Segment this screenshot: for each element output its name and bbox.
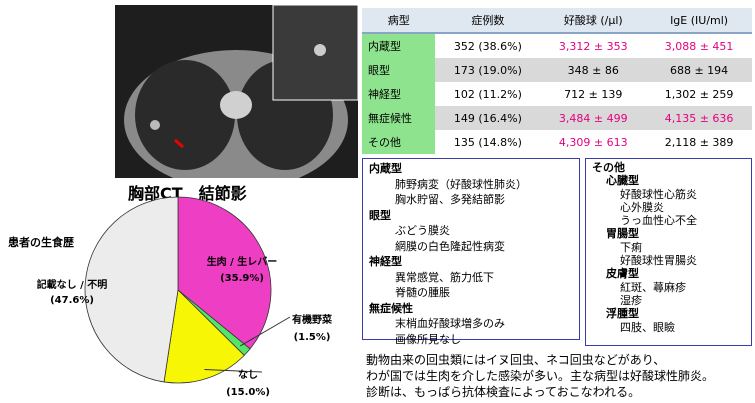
chart-title: 患者の生食歴 (8, 235, 74, 249)
group-item: 心外膜炎 (592, 201, 745, 214)
group-item: 湿疹 (592, 294, 745, 307)
table-cell: 内蔵型 (362, 33, 435, 58)
table-cell: 4,309 ± 613 (540, 130, 646, 154)
slice-value-label: (15.0%) (226, 387, 270, 398)
group-item: 肺野病変（好酸球性肺炎） (369, 177, 573, 193)
group-item: 好酸球性胃腸炎 (592, 254, 745, 267)
notes: 動物由来の回虫類にはイヌ回虫、ネコ回虫などがあり、わが国では生肉を介した感染が多… (366, 352, 714, 400)
table-cell: 眼型 (362, 58, 435, 82)
group-item: 網膜の白色隆起性病変 (369, 239, 573, 255)
table-cell: 3,312 ± 353 (540, 33, 646, 58)
group-heading: 皮膚型 (592, 267, 745, 280)
slice-label: なし (238, 369, 258, 381)
group-item: 好酸球性心筋炎 (592, 188, 745, 201)
header-cell: 好酸球 (/μl) (540, 8, 646, 33)
group-item: 末梢血好酸球増多のみ (369, 316, 573, 332)
table-cell: 4,135 ± 636 (646, 106, 752, 130)
group-item: 四肢、眼瞼 (592, 321, 745, 334)
ct-image (115, 5, 358, 178)
group-heading: 無症候性 (369, 301, 573, 317)
table-cell: 149 (16.4%) (435, 106, 540, 130)
table-cell: 無症候性 (362, 106, 435, 130)
table-cell: 712 ± 139 (540, 82, 646, 106)
box-heading: その他 (592, 161, 745, 174)
group-item: うっ血性心不全 (592, 214, 745, 227)
table-cell: 102 (11.2%) (435, 82, 540, 106)
table-cell: その他 (362, 130, 435, 154)
table-cell: 神経型 (362, 82, 435, 106)
slice-value-label: (35.9%) (220, 273, 264, 284)
table-cell: 3,088 ± 451 (646, 33, 752, 58)
table-cell: 3,484 ± 499 (540, 106, 646, 130)
group-heading: 胃腸型 (592, 227, 745, 240)
group-item: 胸水貯留、多発結節影 (369, 192, 573, 208)
group-heading: 神経型 (369, 254, 573, 270)
group-item: 紅斑、蕁麻疹 (592, 281, 745, 294)
group-item: 画像所見なし (369, 332, 573, 348)
note-line: 診断は、もっぱら抗体検査によっておこなわれる。 (366, 384, 714, 400)
box-types: 内蔵型肺野病変（好酸球性肺炎）胸水貯留、多発結節影眼型ぶどう膜炎網膜の白色隆起性… (362, 158, 580, 340)
group-item: 下痢 (592, 241, 745, 254)
table-cell: 688 ± 194 (646, 58, 752, 82)
header-cell: 病型 (362, 8, 435, 33)
group-heading: 内蔵型 (369, 161, 573, 177)
table-cell: 173 (19.0%) (435, 58, 540, 82)
table-cell: 1,302 ± 259 (646, 82, 752, 106)
box-others: その他心臓型好酸球性心筋炎心外膜炎うっ血性心不全胃腸型下痢好酸球性胃腸炎皮膚型紅… (585, 158, 752, 346)
table-cell: 2,118 ± 389 (646, 130, 752, 154)
group-heading: 浮腫型 (592, 307, 745, 320)
header-cell: IgE (IU/ml) (646, 8, 752, 33)
group-item: 異常感覚、筋力低下 (369, 270, 573, 286)
header-cell: 症例数 (435, 8, 540, 33)
group-heading: 眼型 (369, 208, 573, 224)
group-item: 脊髄の腫脹 (369, 285, 573, 301)
table-cell: 352 (38.6%) (435, 33, 540, 58)
group-heading: 心臓型 (592, 174, 745, 187)
slice-label: 有機野菜 (292, 313, 333, 326)
header-row: 病型症例数好酸球 (/μl)IgE (IU/ml) (362, 8, 752, 33)
table-cell: 135 (14.8%) (435, 130, 540, 154)
note-line: わが国では生肉を介した感染が多い。主な病型は好酸球性肺炎。 (366, 368, 714, 384)
slice-value-label: (47.6%) (50, 295, 94, 306)
table-cell: 348 ± 86 (540, 58, 646, 82)
group-item: ぶどう膜炎 (369, 223, 573, 239)
note-line: 動物由来の回虫類にはイヌ回虫、ネコ回虫などがあり、 (366, 352, 714, 368)
page: {"image": {"caption": "胸部CT 結節影"}, "char… (0, 0, 755, 403)
slice-label: 生肉 / 生レバー (207, 255, 278, 268)
pie-chart: 患者の生食歴 生肉 / 生レバー (35.9%) 有機野菜 (1.5%) なし (15.0… (0, 190, 362, 403)
slice-label: 記載なし / 不明 (37, 278, 108, 291)
slice-value-label: (1.5%) (294, 332, 331, 343)
